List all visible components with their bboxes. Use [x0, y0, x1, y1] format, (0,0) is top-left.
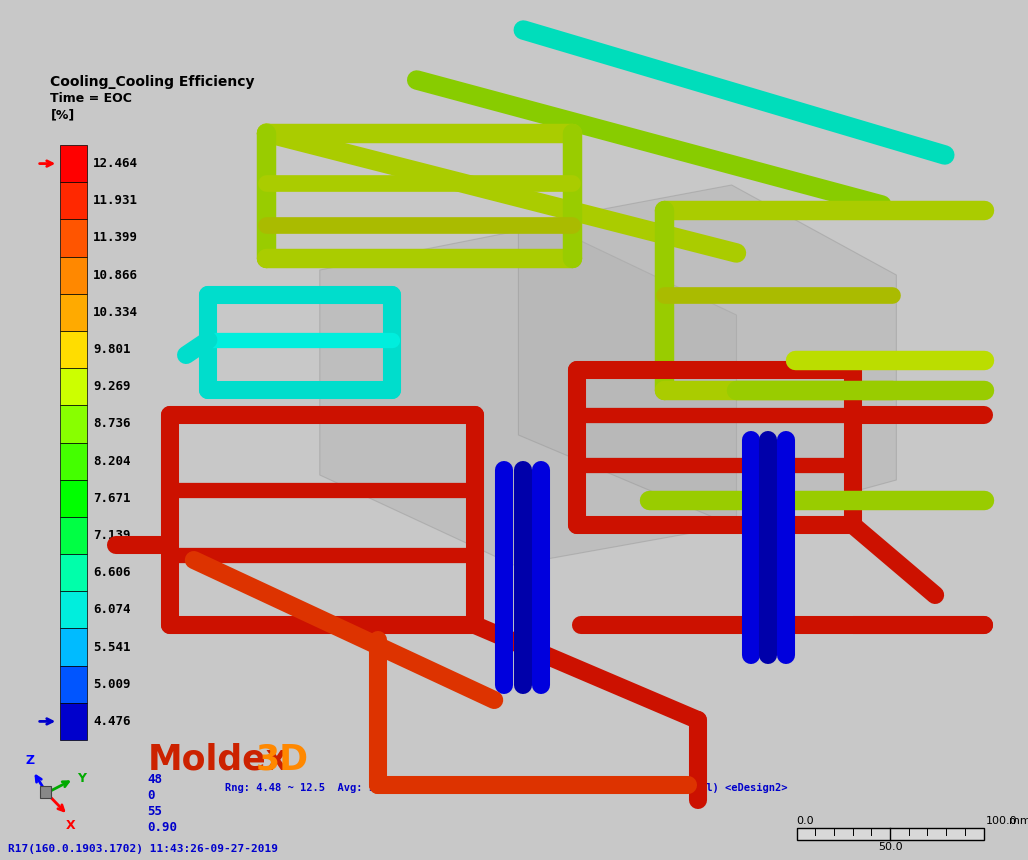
Text: 10.334: 10.334	[93, 306, 138, 319]
Bar	[60, 629, 87, 666]
Text: Rng: 4.48 ~ 12.5  Avg: 9.85 % (Enhanced Solver),Ep=616,454 Ec=0 Em=0 (FastCool) : Rng: 4.48 ~ 12.5 Avg: 9.85 % (Enhanced S…	[225, 783, 787, 793]
Text: 12.464: 12.464	[93, 157, 138, 170]
Polygon shape	[320, 225, 736, 565]
Text: 9.801: 9.801	[93, 343, 131, 356]
Text: 10.866: 10.866	[93, 268, 138, 282]
Text: 9.269: 9.269	[93, 380, 131, 393]
Text: 100.0: 100.0	[986, 816, 1017, 826]
Bar	[60, 294, 87, 331]
Text: 0.90: 0.90	[147, 821, 177, 834]
Text: Moldex: Moldex	[147, 742, 288, 776]
Text: [%]: [%]	[50, 108, 75, 121]
Bar	[60, 405, 87, 443]
Bar	[60, 703, 87, 740]
Polygon shape	[518, 185, 896, 525]
Text: 8.204: 8.204	[93, 455, 131, 468]
Bar	[60, 331, 87, 368]
Text: 5.009: 5.009	[93, 678, 131, 691]
Text: Z: Z	[26, 754, 35, 767]
Bar	[60, 480, 87, 517]
Text: 6.074: 6.074	[93, 604, 131, 617]
Text: 7.139: 7.139	[93, 529, 131, 542]
Text: mm: mm	[1008, 816, 1028, 826]
Bar	[60, 592, 87, 629]
Bar	[60, 219, 87, 256]
Text: 4.476: 4.476	[93, 715, 131, 728]
Text: 0.0: 0.0	[797, 816, 814, 826]
Bar	[60, 368, 87, 405]
Text: R17(160.0.1903.1702) 11:43:26-09-27-2019: R17(160.0.1903.1702) 11:43:26-09-27-2019	[8, 844, 278, 854]
Bar	[60, 666, 87, 703]
Text: Y: Y	[77, 771, 86, 784]
Bar	[60, 145, 87, 182]
Bar	[797, 828, 984, 840]
Text: Time = EOC: Time = EOC	[50, 92, 133, 105]
Text: 48: 48	[147, 773, 162, 786]
Text: 55: 55	[147, 805, 162, 818]
Bar	[60, 443, 87, 480]
Text: Cooling_Cooling Efficiency: Cooling_Cooling Efficiency	[50, 75, 255, 89]
Text: 5.541: 5.541	[93, 641, 131, 654]
Text: 3D: 3D	[256, 742, 309, 776]
Text: X: X	[66, 819, 75, 832]
Bar	[60, 517, 87, 554]
Bar	[60, 182, 87, 219]
FancyBboxPatch shape	[40, 786, 51, 798]
Bar	[60, 554, 87, 592]
Text: 11.931: 11.931	[93, 194, 138, 207]
Text: 0: 0	[147, 789, 155, 802]
Text: 11.399: 11.399	[93, 231, 138, 244]
Text: 8.736: 8.736	[93, 417, 131, 430]
Text: 7.671: 7.671	[93, 492, 131, 505]
Bar	[60, 256, 87, 294]
Text: 6.606: 6.606	[93, 566, 131, 579]
Text: 50.0: 50.0	[878, 842, 903, 852]
